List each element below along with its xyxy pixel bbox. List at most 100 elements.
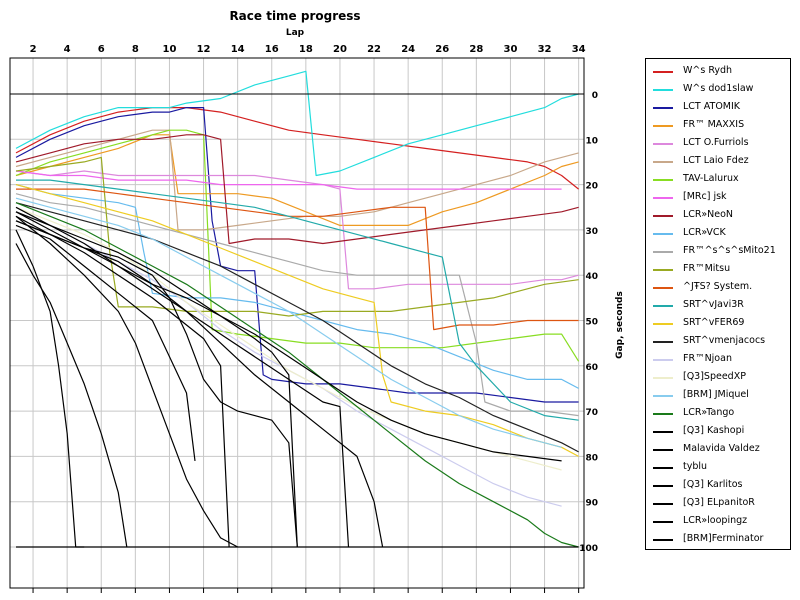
legend-swatch (653, 377, 673, 379)
chart-title: Race time progress (229, 9, 361, 23)
legend-item: [Q3]SpeedXP (646, 369, 792, 387)
legend-swatch (653, 197, 673, 199)
series-line-12 (16, 188, 579, 331)
legend-label: W^s dod1slaw (683, 83, 754, 94)
x-tick-label: 6 (98, 44, 105, 55)
unlabeled-series-line-29 (15, 211, 562, 462)
legend-label: FR™^s^s^sMito21 (683, 245, 776, 256)
x-tick-label: 34 (572, 44, 586, 55)
legend-swatch (653, 125, 673, 127)
legend-label: LCR»loopingz (683, 515, 748, 526)
series-line-13 (16, 179, 579, 421)
unlabeled-series-line-27 (15, 215, 238, 548)
legend-swatch (653, 449, 673, 451)
legend: W^s Rydh W^s dod1slaw LCT ATOMIK FR™ MAXXIS… (645, 58, 791, 550)
axes: 2 4 6 8 10 12 14 16 18 20 22 24 26 28 30 32 340102030405… (9, 44, 598, 593)
legend-item: FR™ MAXXIS (646, 117, 792, 135)
legend-label: TAV-Lalurux (683, 173, 739, 184)
series-line-10 (15, 193, 579, 417)
legend-item: LCT O.Furriols (646, 135, 792, 153)
x-tick-label: 8 (132, 44, 139, 55)
legend-swatch (653, 287, 673, 289)
series-line-20 (15, 220, 298, 548)
legend-label: ^JŦS? System. (683, 281, 753, 292)
series-line-8 (15, 134, 579, 245)
series-line-11 (15, 156, 579, 317)
series-line-24 (15, 215, 230, 548)
series-line-3 (15, 134, 579, 226)
legend-swatch (653, 305, 673, 307)
y-tick-label: 70 (585, 408, 598, 418)
legend-item: SRT^vFER69 (646, 315, 792, 333)
legend-label: [Q3] ELpanitoR (683, 497, 755, 508)
y-tick-label: 0 (592, 91, 598, 101)
legend-item: W^s dod1slaw (646, 81, 792, 99)
legend-swatch (653, 71, 673, 73)
y-tick-label: 60 (585, 363, 598, 373)
legend-swatch (653, 521, 673, 523)
grid-lines (10, 58, 584, 588)
series-line-7 (15, 170, 562, 190)
y-tick-label: 80 (585, 453, 598, 463)
series-layer (15, 70, 580, 548)
legend-swatch (653, 485, 673, 487)
legend-swatch (653, 89, 673, 91)
legend-swatch (653, 233, 673, 235)
legend-label: [Q3] Kashopi (683, 425, 745, 436)
legend-item: [BRM] JMiquel (646, 387, 792, 405)
legend-item: TAV-Lalurux (646, 171, 792, 189)
series-line-18 (15, 197, 562, 448)
series-line-22 (15, 206, 350, 548)
y-tick-label: 40 (585, 272, 598, 282)
legend-label: [MRc] jsk (683, 191, 727, 202)
y-tick-label: 100 (579, 544, 598, 554)
y-tick-label: 10 (585, 136, 598, 146)
legend-item: LCT ATOMIK (646, 99, 792, 117)
series-line-16 (15, 211, 562, 507)
series-line-4 (15, 170, 579, 290)
x-tick-label: 2 (30, 44, 37, 55)
series-line-23 (15, 211, 298, 548)
y-tick-label: 30 (585, 227, 598, 237)
y-tick-label: 90 (585, 499, 598, 509)
legend-swatch (653, 179, 673, 181)
legend-label: Malavida Valdez (683, 443, 760, 454)
series-line-15 (15, 202, 579, 453)
legend-swatch (653, 143, 673, 145)
legend-swatch (653, 395, 673, 397)
y-tick-label: 20 (585, 182, 598, 192)
legend-swatch (653, 359, 673, 361)
series-line-25 (15, 243, 128, 548)
y-tick-label: 50 (585, 318, 598, 328)
plot-frame (9, 57, 585, 589)
legend-swatch (653, 341, 673, 343)
legend-item: SRT^vmenjacocs (646, 333, 792, 351)
legend-label: [Q3] Karlitos (683, 479, 743, 490)
x-tick-label: 28 (469, 44, 483, 55)
series-line-2 (15, 106, 579, 403)
legend-swatch (653, 503, 673, 505)
x-tick-label: 12 (197, 44, 211, 55)
legend-label: FR™Mitsu (683, 263, 731, 274)
series-line-17 (15, 206, 562, 471)
series-line-6 (15, 129, 580, 362)
legend-label: [Q3]SpeedXP (683, 371, 746, 382)
legend-item: LCR»VCK (646, 225, 792, 243)
legend-item: tyblu (646, 459, 792, 477)
legend-swatch (653, 467, 673, 469)
legend-swatch (653, 215, 673, 217)
legend-item: LCR»loopingz (646, 513, 792, 531)
legend-label: W^s Rydh (683, 65, 733, 76)
x-tick-label: 22 (367, 44, 381, 55)
series-line-21 (15, 224, 196, 461)
legend-item: ^JŦS? System. (646, 279, 792, 297)
legend-item: FR™Njoan (646, 351, 792, 369)
legend-swatch (653, 323, 673, 325)
legend-item: LCT Laio Fdez (646, 153, 792, 171)
legend-label: tyblu (683, 461, 708, 472)
legend-item: FR™Mitsu (646, 261, 792, 279)
x-tick-label: 26 (435, 44, 449, 55)
x-tick-label: 4 (64, 44, 71, 55)
x-axis-title: Lap (285, 28, 305, 38)
legend-label: LCR»NeoN (683, 209, 734, 220)
